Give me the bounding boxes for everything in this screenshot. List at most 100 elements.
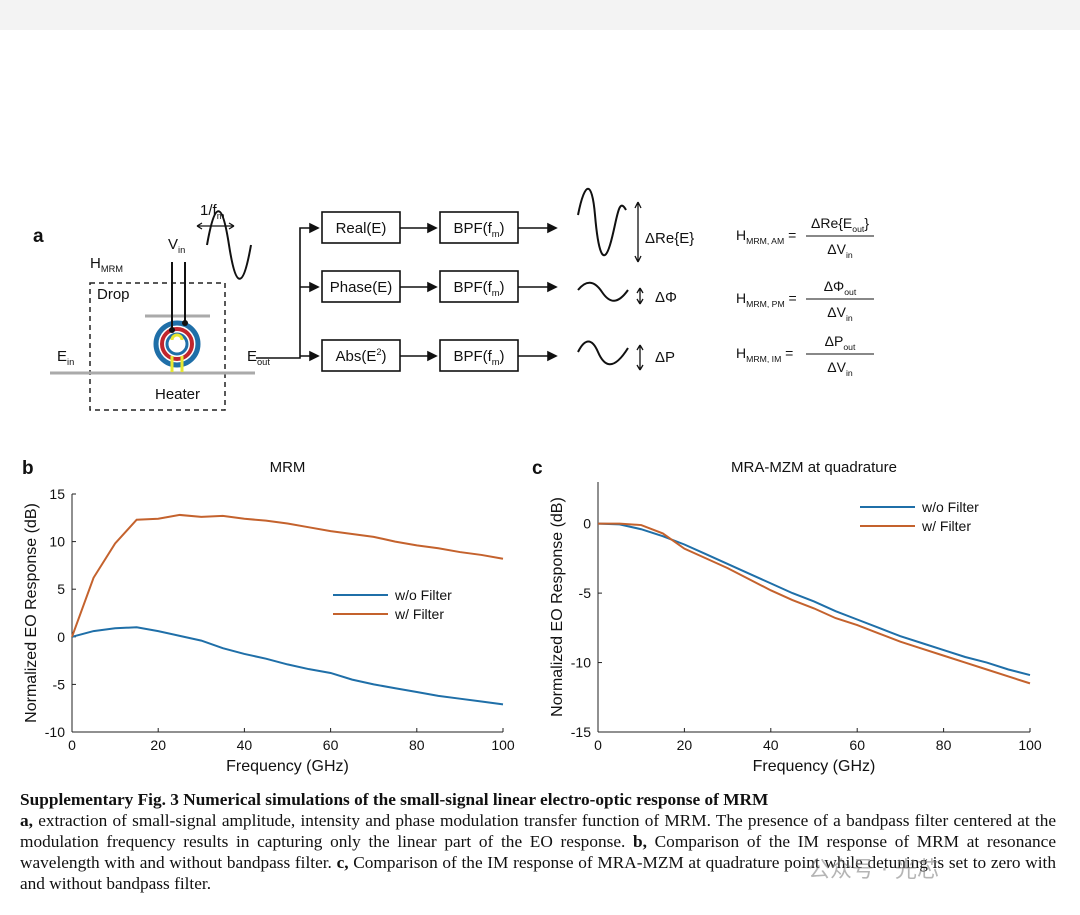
diagram-label-part: V	[168, 236, 178, 253]
caption-text: a,	[20, 811, 33, 830]
caption-text: extraction of small-signal amplitude, in…	[20, 811, 1056, 851]
legend-label: w/ Filter	[921, 518, 971, 534]
signal-chain	[256, 188, 644, 372]
formula-lhs: HMRM, PM =	[736, 290, 797, 309]
diagram-label-part: Abs(E	[335, 348, 376, 365]
y-tick-label: -5	[53, 676, 66, 692]
x-tick-label: 0	[594, 737, 602, 753]
diagram-label: Phase(E)	[330, 279, 393, 296]
panel-label: b	[22, 458, 34, 479]
diagram-label-part: ΔP	[655, 349, 675, 366]
x-tick-label: 40	[763, 737, 779, 753]
y-tick-label: -10	[45, 724, 65, 740]
formula-lhs-part: =	[781, 345, 793, 361]
caption-text: c,	[336, 853, 349, 872]
y-axis-label: Normalized EO Response (dB)	[549, 497, 566, 717]
diagram-label-part: MRM	[101, 264, 123, 274]
diagram-label-part: Phase(E)	[330, 279, 393, 296]
series-line	[598, 522, 1031, 685]
formula-lhs-part: H	[736, 345, 746, 361]
caption-text: b,	[633, 832, 647, 851]
diagram-label-part: ΔΦ	[655, 289, 677, 306]
x-tick-label: 100	[1018, 737, 1042, 753]
formula-numerator: ΔΦout	[824, 278, 857, 297]
diagram-label: Real(E)	[336, 220, 387, 237]
diagram-label-part: )	[500, 279, 505, 296]
caption: Supplementary Fig. 3 Numerical simulatio…	[20, 789, 1056, 894]
y-tick-label: 0	[57, 629, 65, 645]
diagram-label-part: m	[492, 357, 500, 367]
legend-label: w/o Filter	[394, 587, 452, 603]
caption-body: a, extraction of small-signal amplitude,…	[20, 810, 1056, 894]
diagram-label-part: m	[492, 229, 500, 239]
formula-lhs-part: MRM, IM	[746, 354, 781, 364]
formula-denominator-part: ΔV	[827, 304, 846, 320]
formula-lhs-part: =	[785, 290, 797, 306]
diagram-label: BPF(fm)	[453, 220, 504, 239]
formula-lhs-part: H	[736, 227, 746, 243]
diagram-label-part: Real(E)	[336, 220, 387, 237]
x-axis-label: Frequency (GHz)	[226, 758, 349, 775]
caption-text: Comparison of the IM response of MRM at …	[20, 832, 1056, 872]
formula-lhs-part: MRM, PM	[746, 299, 785, 309]
formula-numerator-part: out	[844, 287, 857, 297]
diagram-label-part: BPF(f	[453, 279, 492, 296]
legend-label: w/o Filter	[921, 499, 979, 515]
diagram-label: Ein	[57, 348, 74, 367]
formula-lhs: HMRM, IM =	[736, 345, 793, 364]
y-tick-label: 0	[583, 516, 591, 532]
diagram-label: Abs(E2)	[335, 347, 386, 365]
formula-numerator-part: ΔΦ	[824, 278, 845, 294]
diagram-label-part: Heater	[155, 386, 200, 403]
formula-numerator: ΔRe{Eout}	[811, 215, 869, 234]
diagram-label: Heater	[155, 386, 200, 403]
formula-lhs-part: =	[784, 227, 796, 243]
diagram-label: BPF(fm)	[453, 279, 504, 298]
formula-lhs: HMRM, AM =	[736, 227, 796, 246]
formula-denominator-part: ΔV	[827, 241, 846, 257]
watermark: 公众号 · 光芯	[808, 858, 939, 883]
formula-numerator-part: out	[843, 342, 856, 352]
diagram-label-part: BPF(f	[453, 348, 492, 365]
panel-label: c	[532, 458, 543, 479]
series-line	[71, 513, 504, 638]
diagram-label-part: ΔRe{E}	[645, 230, 694, 247]
y-tick-label: -10	[571, 655, 591, 671]
diagram-label: ΔΦ	[655, 289, 677, 306]
chart-title: MRA-MZM at quadrature	[731, 459, 897, 476]
y-axis-label: Normalized EO Response (dB)	[23, 503, 40, 723]
series-line	[71, 626, 504, 706]
x-tick-label: 40	[237, 737, 253, 753]
x-tick-label: 20	[150, 737, 166, 753]
x-tick-label: 0	[68, 737, 76, 753]
x-tick-label: 60	[849, 737, 865, 753]
formula-numerator-part: out	[852, 224, 865, 234]
diagram-label-part: 1/f	[200, 202, 218, 219]
series-line	[597, 522, 1031, 677]
diagram-label-part: Drop	[97, 286, 130, 303]
x-axis-label: Frequency (GHz)	[753, 758, 876, 775]
diagram-label: BPF(fm)	[453, 348, 504, 367]
y-tick-label: 5	[57, 581, 65, 597]
y-tick-label: -5	[579, 585, 592, 601]
y-tick-label: 10	[49, 534, 65, 550]
diagram-label-part: in	[67, 357, 74, 367]
formula-lhs-part: H	[736, 290, 746, 306]
legend-label: w/ Filter	[394, 606, 444, 622]
diagram-label-part: m	[217, 211, 225, 221]
diagram-label-part: m	[492, 288, 500, 298]
diagram-label: ΔP	[655, 349, 675, 366]
formula-lhs-part: MRM, AM	[746, 236, 784, 246]
formula-denominator: ΔVin	[827, 359, 853, 378]
diagram-label-part: E	[57, 348, 67, 365]
x-tick-label: 60	[323, 737, 339, 753]
diagram-label-part: H	[90, 255, 101, 272]
formula-numerator: ΔPout	[825, 333, 856, 352]
caption-text: Comparison of the IM response of MRA-MZM…	[20, 853, 1056, 893]
formula-numerator-part: ΔP	[825, 333, 844, 349]
formula-denominator: ΔVin	[827, 304, 853, 323]
diagram-label-part: E	[247, 348, 257, 365]
diagram-label: 1/fm	[200, 202, 225, 221]
